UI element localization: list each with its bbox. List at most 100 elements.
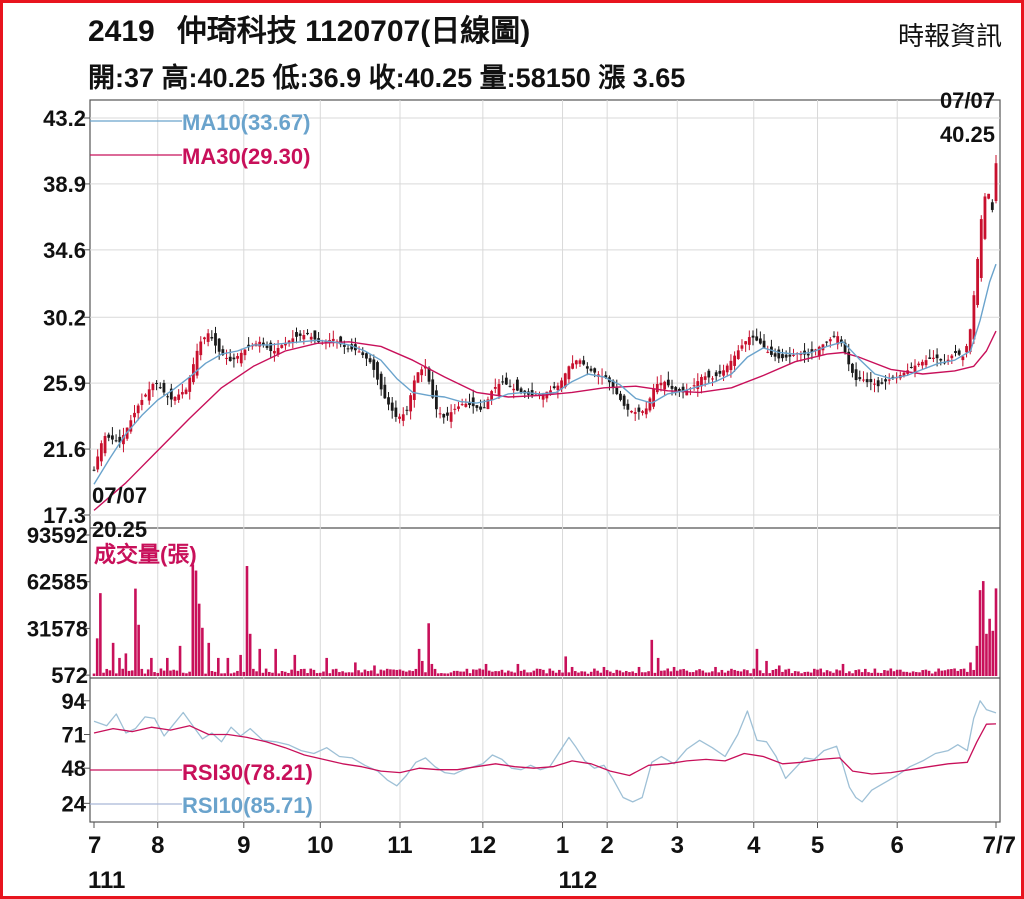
volume-bar bbox=[303, 668, 306, 676]
candle-body bbox=[563, 373, 567, 388]
candle-body bbox=[913, 365, 917, 373]
rsi-tick-label: 94 bbox=[62, 689, 87, 714]
candle-body bbox=[236, 356, 239, 359]
volume-bar bbox=[558, 669, 561, 676]
candle-body bbox=[725, 365, 729, 373]
volume-bar bbox=[538, 668, 542, 676]
volume-bar bbox=[586, 673, 590, 676]
volume-bar bbox=[730, 668, 733, 676]
volume-bar bbox=[519, 670, 523, 676]
volume-bar bbox=[854, 670, 858, 676]
daily-stats: 開:37 高:40.25 低:36.9 收:40.25 量:58150 漲 3.… bbox=[88, 63, 686, 93]
volume-bar bbox=[602, 666, 606, 676]
volume-bar bbox=[127, 670, 131, 676]
candle-body bbox=[810, 349, 814, 353]
price-tick-label: 30.2 bbox=[43, 305, 86, 330]
volume-tick-label: 31578 bbox=[27, 616, 88, 641]
volume-bar bbox=[118, 657, 121, 676]
volume-bar bbox=[217, 657, 220, 676]
volume-bar bbox=[924, 669, 928, 676]
volume-bar bbox=[886, 670, 889, 676]
volume-bar bbox=[975, 645, 979, 676]
volume-bar bbox=[615, 669, 619, 676]
volume-bar bbox=[398, 669, 402, 676]
volume-bar bbox=[271, 672, 274, 676]
candle-body bbox=[828, 339, 832, 342]
volume-bar bbox=[236, 670, 239, 676]
candle-body bbox=[541, 392, 545, 400]
volume-title: 成交量(張) bbox=[94, 542, 197, 567]
price-tick-label: 43.2 bbox=[43, 106, 86, 131]
candle-body bbox=[965, 346, 968, 353]
month-tick-label: 6 bbox=[891, 832, 904, 859]
price-tick-label: 17.3 bbox=[43, 503, 86, 528]
volume-bar bbox=[580, 671, 583, 676]
volume-bar bbox=[392, 669, 395, 676]
candle-body bbox=[862, 379, 865, 381]
volume-bar bbox=[417, 648, 421, 676]
candle-body bbox=[129, 420, 133, 432]
volume-bar bbox=[252, 668, 255, 676]
volume-bar bbox=[226, 657, 230, 676]
volume-bar bbox=[503, 672, 507, 676]
volume-bar bbox=[835, 669, 838, 676]
volume-bar bbox=[229, 673, 233, 676]
volume-bar bbox=[468, 673, 472, 676]
candle-body bbox=[258, 341, 262, 347]
volume-bar bbox=[513, 672, 517, 676]
candle-body bbox=[438, 413, 442, 415]
volume-bar bbox=[864, 668, 867, 676]
volume-tick-label: 93592 bbox=[27, 523, 88, 548]
candle-body bbox=[777, 349, 781, 359]
candle-body bbox=[817, 346, 821, 357]
candle-body bbox=[162, 382, 166, 393]
year-label: 111 bbox=[88, 867, 125, 894]
candle-body bbox=[729, 360, 733, 371]
candle-body bbox=[703, 376, 707, 380]
volume-bar bbox=[911, 671, 915, 676]
volume-bar bbox=[462, 671, 466, 676]
candle-body bbox=[409, 395, 413, 412]
volume-bar bbox=[261, 672, 265, 676]
candle-body bbox=[622, 395, 626, 406]
candle-body bbox=[873, 383, 876, 385]
candle-body bbox=[784, 354, 788, 358]
candle-body bbox=[836, 336, 840, 345]
candle-body bbox=[806, 353, 810, 356]
volume-bar bbox=[522, 669, 526, 676]
candle-body bbox=[405, 409, 409, 411]
volume-bar bbox=[749, 673, 752, 676]
candle-body bbox=[619, 393, 622, 400]
candle-body bbox=[243, 349, 247, 356]
volume-bar bbox=[809, 672, 813, 676]
volume-bar bbox=[691, 672, 695, 676]
volume-bar bbox=[988, 618, 991, 676]
candle-body bbox=[501, 381, 505, 383]
candle-body bbox=[280, 345, 284, 348]
candle-body bbox=[416, 372, 420, 383]
candle-body bbox=[468, 401, 471, 405]
rsi30-legend-label: RSI30(78.21) bbox=[182, 760, 313, 785]
volume-bar bbox=[991, 630, 995, 676]
volume-bar bbox=[675, 670, 679, 676]
candle-body bbox=[560, 380, 563, 390]
volume-bar bbox=[191, 564, 195, 676]
candle-body bbox=[648, 398, 652, 411]
candle-body bbox=[217, 338, 221, 352]
candle-body bbox=[644, 408, 648, 415]
volume-bar bbox=[628, 672, 631, 676]
stock-name: 仲琦科技 bbox=[176, 15, 297, 48]
candle-body bbox=[350, 344, 354, 350]
volume-bar bbox=[440, 673, 443, 676]
volume-bar bbox=[357, 670, 360, 676]
volume-bar bbox=[535, 668, 539, 676]
volume-bar bbox=[102, 672, 105, 676]
volume-bar bbox=[532, 670, 536, 676]
volume-bar bbox=[124, 653, 128, 676]
candle-body bbox=[357, 351, 361, 353]
candle-body bbox=[144, 394, 147, 397]
candle-body bbox=[685, 390, 689, 396]
volume-bar bbox=[915, 672, 918, 676]
candle-body bbox=[979, 219, 983, 278]
